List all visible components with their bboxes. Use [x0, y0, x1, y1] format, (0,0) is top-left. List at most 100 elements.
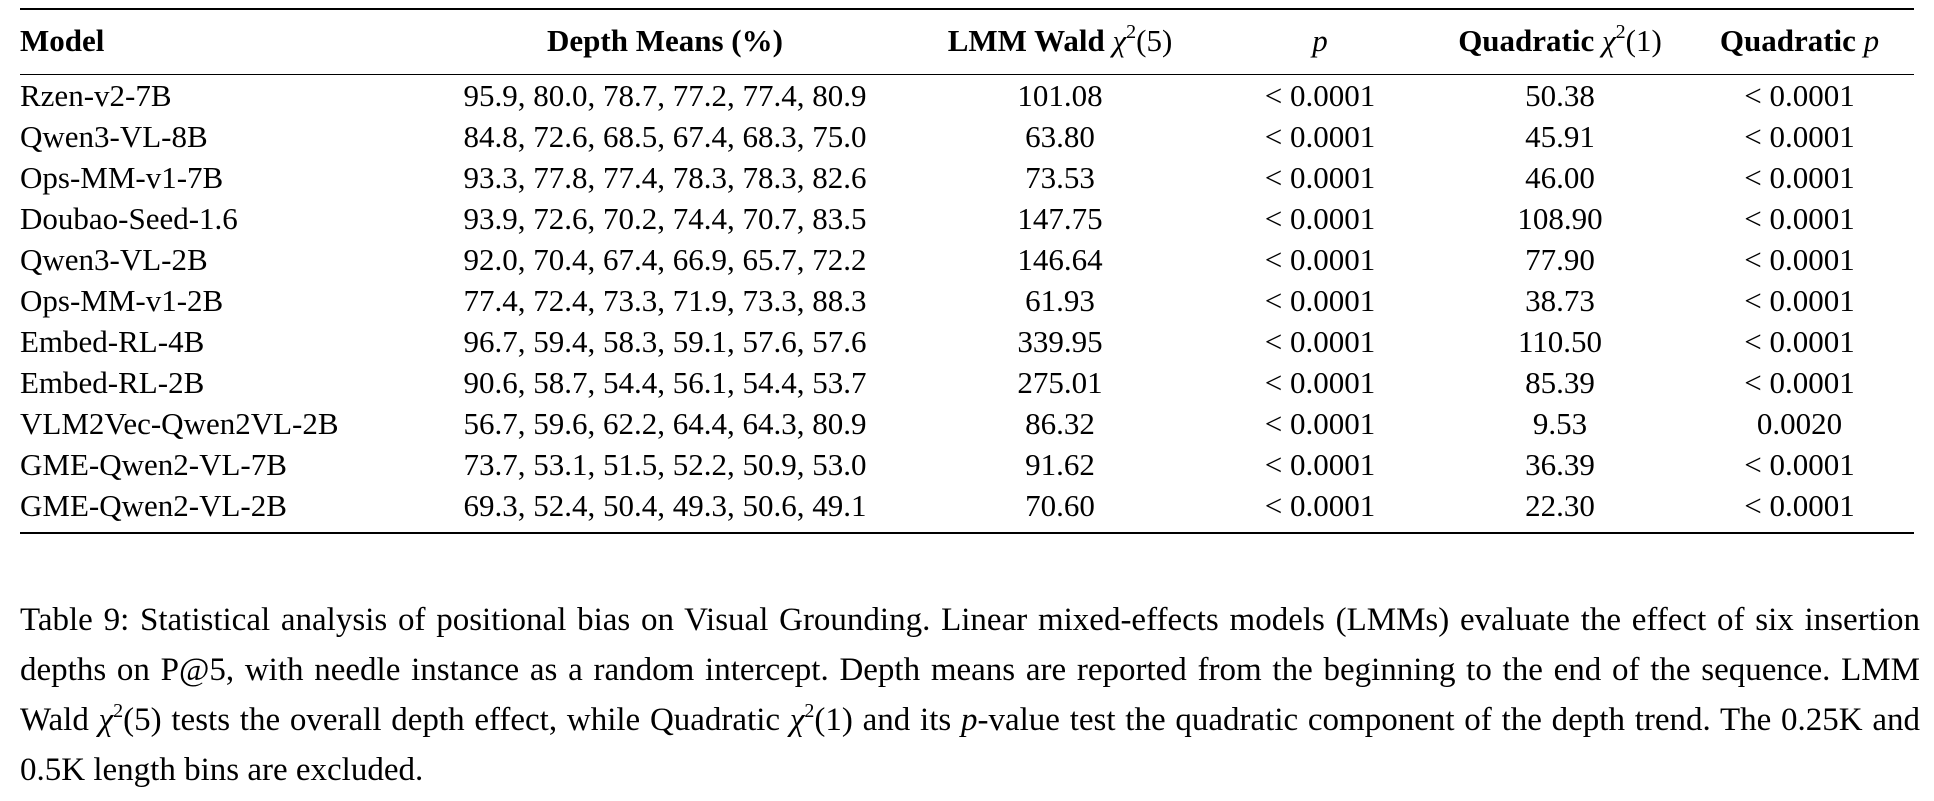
table-row: Ops-MM-v1-7B 93.3, 77.8, 77.4, 78.3, 78.3…	[20, 157, 1914, 198]
header-quadratic-p-var: p	[1863, 23, 1880, 58]
results-table-container: Model Depth Means (%) LMM Wald χ2(5) p Q…	[20, 8, 1914, 534]
caption-arg-1: (5)	[123, 702, 162, 738]
cell-model: Embed-RL-4B	[20, 324, 205, 359]
cell-p: < 0.0001	[1264, 78, 1376, 113]
header-depth-means: Depth Means (%)	[547, 23, 783, 58]
table-row: Embed-RL-2B 90.6, 58.7, 54.4, 56.1, 54.4,…	[20, 362, 1914, 403]
caption-sup-1: 2	[113, 700, 124, 722]
cell-lmm-wald: 63.80	[1025, 119, 1095, 154]
cell-quadratic-chi: 45.91	[1525, 119, 1595, 154]
cell-quadratic-p: < 0.0001	[1744, 160, 1855, 195]
cell-quadratic-p: < 0.0001	[1744, 488, 1855, 523]
cell-quadratic-chi: 110.50	[1517, 324, 1603, 359]
header-lmm-wald-chi: χ	[1112, 23, 1127, 58]
caption-chi-1: χ	[98, 702, 114, 738]
table-row: GME-Qwen2-VL-7B 73.7, 53.1, 51.5, 52.2, 5…	[20, 444, 1914, 485]
cell-quadratic-p: < 0.0001	[1744, 119, 1855, 154]
cell-quadratic-p: 0.0020	[1756, 406, 1843, 441]
cell-lmm-wald: 91.62	[1025, 447, 1095, 482]
cell-p: < 0.0001	[1264, 201, 1376, 236]
cell-quadratic-chi: 22.30	[1525, 488, 1595, 523]
cell-quadratic-p: < 0.0001	[1744, 365, 1855, 400]
header-quadratic-chi: Quadratic χ2(1)	[1435, 10, 1685, 74]
header-quadratic-sup: 2	[1615, 21, 1626, 43]
cell-quadratic-p: < 0.0001	[1744, 78, 1855, 113]
caption-text-2: tests the overall depth effect, while Qu…	[161, 702, 790, 738]
caption-text-4: -value test the quadratic component of t…	[20, 702, 1921, 788]
caption-text-1: Table 9: Statistical analysis of positio…	[20, 602, 1920, 738]
header-p-var: p	[1312, 23, 1328, 58]
cell-lmm-wald: 86.32	[1025, 406, 1095, 441]
table-body: Rzen-v2-7B 95.9, 80.0, 78.7, 77.2, 77.4, …	[20, 74, 1914, 532]
table-row: Qwen3-VL-2B 92.0, 70.4, 67.4, 66.9, 65.7,…	[20, 239, 1914, 280]
header-quadratic-label: Quadratic	[1458, 23, 1595, 58]
table-mid-rule	[20, 74, 1914, 75]
cell-depth-means: 84.8, 72.6, 68.5, 67.4, 68.3, 75.0	[463, 119, 867, 154]
cell-p: < 0.0001	[1264, 488, 1376, 523]
cell-depth-means: 95.9, 80.0, 78.7, 77.2, 77.4, 80.9	[463, 78, 867, 113]
cell-quadratic-chi: 38.73	[1525, 283, 1595, 318]
caption-arg-2: (1)	[814, 702, 853, 738]
cell-model: Qwen3-VL-2B	[20, 242, 208, 277]
caption-text-3: and its	[852, 702, 961, 738]
cell-model: Doubao-Seed-1.6	[20, 201, 238, 236]
cell-lmm-wald: 339.95	[1017, 324, 1103, 359]
table-row: Ops-MM-v1-2B 77.4, 72.4, 73.3, 71.9, 73.3…	[20, 280, 1914, 321]
cell-quadratic-chi: 85.39	[1525, 365, 1595, 400]
cell-depth-means: 90.6, 58.7, 54.4, 56.1, 54.4, 53.7	[463, 365, 867, 400]
cell-lmm-wald: 70.60	[1025, 488, 1095, 523]
cell-quadratic-chi: 46.00	[1525, 160, 1595, 195]
cell-depth-means: 69.3, 52.4, 50.4, 49.3, 50.6, 49.1	[463, 488, 867, 523]
header-quadratic-math: χ2(1)	[1602, 21, 1662, 58]
cell-depth-means: 93.3, 77.8, 77.4, 78.3, 78.3, 82.6	[463, 160, 867, 195]
caption-sup-2: 2	[804, 700, 815, 722]
cell-model: Rzen-v2-7B	[20, 78, 172, 113]
cell-lmm-wald: 147.75	[1017, 201, 1103, 236]
cell-model: Ops-MM-v1-7B	[20, 160, 224, 195]
header-quadratic-p: Quadratic p	[1685, 10, 1914, 74]
table-bottom-rule	[20, 532, 1914, 534]
cell-depth-means: 77.4, 72.4, 73.3, 71.9, 73.3, 88.3	[463, 283, 867, 318]
cell-quadratic-chi: 50.38	[1525, 78, 1595, 113]
caption-wald-math: χ2(5)	[98, 700, 162, 738]
cell-quadratic-p: < 0.0001	[1744, 324, 1855, 359]
cell-model: Embed-RL-2B	[20, 365, 205, 400]
caption-p-var: p	[960, 702, 978, 738]
table-row: GME-Qwen2-VL-2B 69.3, 52.4, 50.4, 49.3, 5…	[20, 485, 1914, 532]
header-p: p	[1205, 10, 1435, 74]
cell-quadratic-p: < 0.0001	[1744, 447, 1855, 482]
cell-p: < 0.0001	[1264, 242, 1376, 277]
cell-quadratic-p: < 0.0001	[1744, 283, 1855, 318]
header-row: Model Depth Means (%) LMM Wald χ2(5) p Q…	[20, 10, 1914, 74]
cell-model: Qwen3-VL-8B	[20, 119, 208, 154]
cell-quadratic-chi: 9.53	[1532, 406, 1588, 441]
cell-p: < 0.0001	[1264, 406, 1376, 441]
cell-lmm-wald: 146.64	[1017, 242, 1103, 277]
header-quadratic-arg: (1)	[1625, 23, 1662, 58]
cell-model: GME-Qwen2-VL-7B	[20, 447, 287, 482]
cell-p: < 0.0001	[1264, 119, 1376, 154]
cell-lmm-wald: 101.08	[1017, 78, 1103, 113]
header-quadratic-chi-symbol: χ	[1602, 23, 1616, 58]
header-quadratic-p-label: Quadratic	[1719, 23, 1856, 58]
cell-lmm-wald: 61.93	[1025, 283, 1095, 318]
table-header: Model Depth Means (%) LMM Wald χ2(5) p Q…	[20, 10, 1914, 74]
cell-p: < 0.0001	[1264, 324, 1376, 359]
cell-lmm-wald: 73.53	[1025, 160, 1095, 195]
cell-depth-means: 92.0, 70.4, 67.4, 66.9, 65.7, 72.2	[463, 242, 867, 277]
header-lmm-wald-arg: (5)	[1136, 23, 1173, 58]
cell-p: < 0.0001	[1264, 283, 1376, 318]
table-row: Doubao-Seed-1.6 93.9, 72.6, 70.2, 74.4, 7…	[20, 198, 1914, 239]
table-row: Embed-RL-4B 96.7, 59.4, 58.3, 59.1, 57.6,…	[20, 321, 1914, 362]
cell-quadratic-p: < 0.0001	[1744, 242, 1855, 277]
table-row: Rzen-v2-7B 95.9, 80.0, 78.7, 77.2, 77.4, …	[20, 75, 1914, 116]
header-lmm-wald: LMM Wald χ2(5)	[915, 10, 1205, 74]
table-row: Qwen3-VL-8B 84.8, 72.6, 68.5, 67.4, 68.3,…	[20, 116, 1914, 157]
header-lmm-wald-math: χ2(5)	[1112, 22, 1173, 58]
cell-quadratic-chi: 108.90	[1517, 201, 1603, 236]
caption-quad-math: χ2(1)	[789, 700, 853, 738]
caption-chi-2: χ	[789, 702, 805, 738]
cell-depth-means: 93.9, 72.6, 70.2, 74.4, 70.7, 83.5	[463, 201, 867, 236]
cell-p: < 0.0001	[1264, 365, 1376, 400]
cell-quadratic-chi: 77.90	[1525, 242, 1595, 277]
